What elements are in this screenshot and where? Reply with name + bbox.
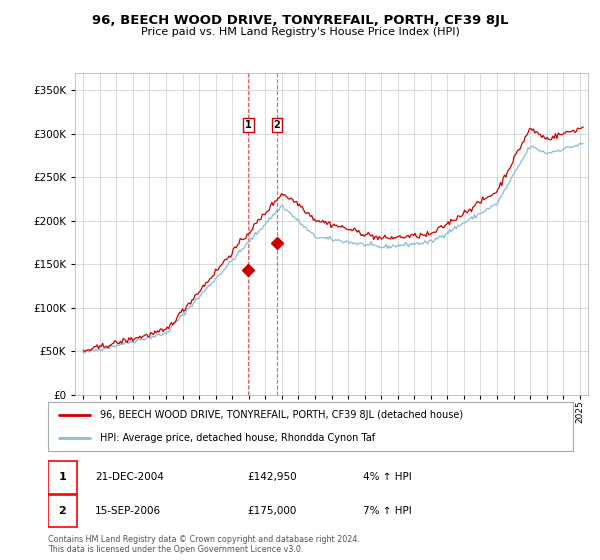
Text: £175,000: £175,000 (248, 506, 297, 516)
Text: £142,950: £142,950 (248, 473, 297, 482)
Text: 4% ↑ HPI: 4% ↑ HPI (363, 473, 412, 482)
Text: Contains HM Land Registry data © Crown copyright and database right 2024.
This d: Contains HM Land Registry data © Crown c… (48, 535, 360, 554)
Text: 96, BEECH WOOD DRIVE, TONYREFAIL, PORTH, CF39 8JL: 96, BEECH WOOD DRIVE, TONYREFAIL, PORTH,… (92, 14, 508, 27)
Text: 2: 2 (58, 506, 66, 516)
Text: HPI: Average price, detached house, Rhondda Cynon Taf: HPI: Average price, detached house, Rhon… (101, 433, 376, 444)
Text: 2: 2 (274, 120, 280, 130)
Text: Price paid vs. HM Land Registry's House Price Index (HPI): Price paid vs. HM Land Registry's House … (140, 27, 460, 37)
FancyBboxPatch shape (48, 402, 573, 451)
FancyBboxPatch shape (48, 494, 77, 528)
Text: 21-DEC-2004: 21-DEC-2004 (95, 473, 164, 482)
Text: 1: 1 (245, 120, 251, 130)
Text: 96, BEECH WOOD DRIVE, TONYREFAIL, PORTH, CF39 8JL (detached house): 96, BEECH WOOD DRIVE, TONYREFAIL, PORTH,… (101, 410, 464, 421)
Text: 1: 1 (58, 473, 66, 482)
FancyBboxPatch shape (48, 461, 77, 494)
Text: 15-SEP-2006: 15-SEP-2006 (95, 506, 161, 516)
Text: 7% ↑ HPI: 7% ↑ HPI (363, 506, 412, 516)
